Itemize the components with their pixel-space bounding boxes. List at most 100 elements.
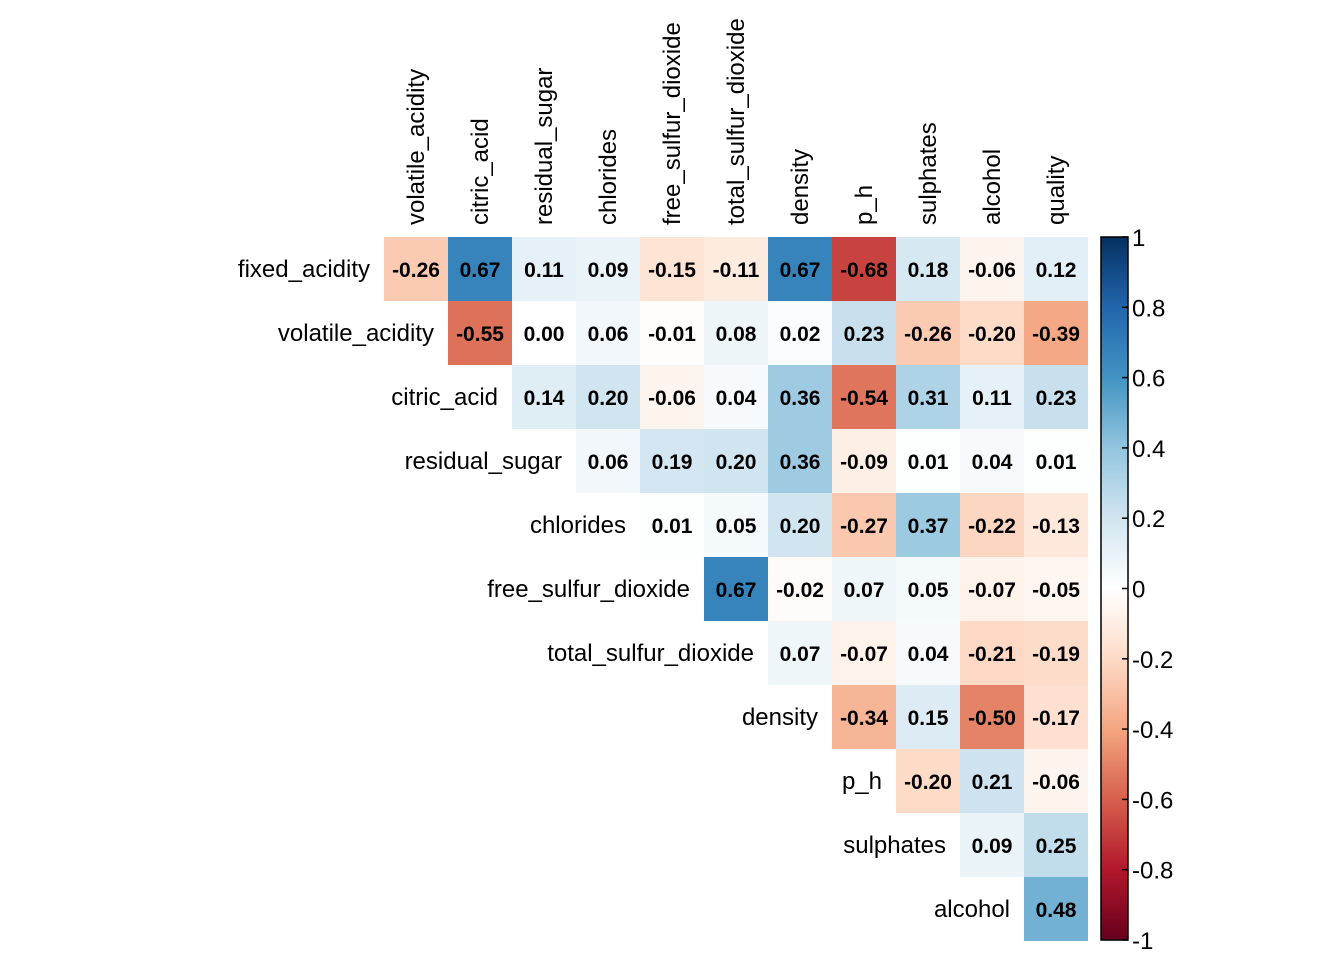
heatmap-cell [1024, 621, 1088, 685]
heatmap-cell [1024, 749, 1088, 813]
colorbar-tick-label: -0.2 [1132, 647, 1173, 674]
heatmap-cell [448, 301, 512, 365]
heatmap-cell [576, 365, 640, 429]
colorbar-tick-label: 0 [1132, 577, 1145, 604]
cell-value-label: -0.05 [1032, 579, 1080, 602]
heatmap-cell [1024, 877, 1088, 941]
cell-value-label: 0.08 [716, 323, 757, 346]
cell-value-label: -0.22 [968, 515, 1016, 538]
cell-value-label: -0.21 [968, 643, 1016, 666]
cell-value-label: -0.19 [1032, 643, 1080, 666]
heatmap-cell [832, 621, 896, 685]
heatmap-cell [768, 493, 832, 557]
heatmap-cell [832, 365, 896, 429]
heatmap-cell [832, 237, 896, 301]
cell-value-label: 0.05 [716, 515, 757, 538]
cell-value-label: 0.01 [1036, 451, 1077, 474]
cell-value-label: -0.27 [840, 515, 888, 538]
cell-value-label: 0.23 [1036, 387, 1077, 410]
column-label: alcohol [979, 149, 1006, 225]
cell-value-label: -0.06 [968, 259, 1016, 282]
colorbar-tick-label: 0.2 [1132, 506, 1165, 533]
cell-value-label: 0.48 [1036, 899, 1077, 922]
heatmap-cell [640, 493, 704, 557]
cell-value-label: 0.07 [780, 643, 821, 666]
colorbar-tick-label: -0.8 [1132, 858, 1173, 885]
row-label: chlorides [530, 512, 626, 539]
cell-value-label: 0.06 [588, 323, 629, 346]
cell-value-label: 0.01 [652, 515, 693, 538]
cell-value-label: -0.39 [1032, 323, 1080, 346]
cell-value-label: -0.02 [776, 579, 824, 602]
column-label: free_sulfur_dioxide [659, 22, 686, 225]
heatmap-cell [640, 365, 704, 429]
heatmap-cell [896, 749, 960, 813]
cell-value-label: 0.11 [524, 259, 564, 282]
heatmap-cell [704, 237, 768, 301]
column-label: chlorides [595, 129, 622, 225]
heatmap-cell [960, 493, 1024, 557]
cell-value-label: -0.06 [1032, 771, 1080, 794]
heatmap-cell [448, 237, 512, 301]
cell-value-label: 0.06 [588, 451, 629, 474]
cell-value-label: 0.31 [908, 387, 949, 410]
cell-value-label: 0.67 [460, 259, 501, 282]
cell-value-label: 0.05 [908, 579, 949, 602]
cell-value-label: 0.20 [780, 515, 821, 538]
colorbar-tick-label: 0.8 [1132, 295, 1165, 322]
cell-value-label: 0.36 [780, 387, 821, 410]
cell-value-label: 0.20 [588, 387, 629, 410]
cell-value-label: 0.00 [524, 323, 565, 346]
cell-value-label: 0.01 [908, 451, 949, 474]
heatmap-cell [576, 429, 640, 493]
cell-value-label: 0.07 [844, 579, 885, 602]
heatmap-cell [1024, 301, 1088, 365]
row-label: p_h [842, 768, 882, 795]
cell-value-label: -0.55 [456, 323, 504, 346]
cell-value-label: -0.13 [1032, 515, 1080, 538]
cell-value-label: 0.18 [908, 259, 949, 282]
cell-value-label: -0.01 [648, 323, 696, 346]
row-label: free_sulfur_dioxide [487, 576, 690, 603]
row-labels: fixed_acidity volatile_acidity citric_acid… [238, 256, 1010, 923]
row-label: fixed_acidity [238, 256, 370, 283]
colorbar-tick-label: 0.6 [1132, 366, 1165, 393]
heatmap-cell [704, 301, 768, 365]
heatmap-cell [960, 685, 1024, 749]
cell-value-label: -0.07 [968, 579, 1016, 602]
heatmap-cell [960, 813, 1024, 877]
column-label: residual_sugar [531, 68, 558, 225]
heatmap-cell [896, 621, 960, 685]
heatmap-cell [1024, 493, 1088, 557]
heatmap-cells [384, 237, 1088, 941]
cell-value-labels: -0.26 0.67 0.11 0.09 -0.15 -0.11 0.67 -0.68 0.18… [392, 259, 1080, 922]
column-labels: volatile_acidity citric_acid residual_suga… [403, 18, 1070, 225]
column-label: volatile_acidity [403, 69, 430, 225]
heatmap-cell [640, 237, 704, 301]
heatmap-cell [896, 237, 960, 301]
column-label: citric_acid [467, 118, 494, 225]
cell-value-label: 0.14 [524, 387, 565, 410]
heatmap-cell [512, 301, 576, 365]
cell-value-label: 0.04 [908, 643, 949, 666]
heatmap-cell [832, 685, 896, 749]
heatmap-cell [704, 557, 768, 621]
heatmap-cell [576, 301, 640, 365]
cell-value-label: 0.21 [972, 771, 1013, 794]
cell-value-label: 0.12 [1036, 259, 1077, 282]
heatmap-cell [704, 429, 768, 493]
cell-value-label: 0.09 [588, 259, 629, 282]
heatmap-cell [960, 301, 1024, 365]
cell-value-label: 0.15 [908, 707, 949, 730]
cell-value-label: -0.68 [840, 259, 888, 282]
heatmap-cell [384, 237, 448, 301]
cell-value-label: -0.26 [904, 323, 952, 346]
cell-value-label: 0.67 [780, 259, 821, 282]
column-label: total_sulfur_dioxide [723, 18, 750, 225]
heatmap-cell [832, 557, 896, 621]
heatmap-cell [768, 429, 832, 493]
heatmap-cell [960, 621, 1024, 685]
colorbar: 1 0.8 0.6 0.4 0.2 0 -0.2 -0.4 -0.6 -0.8 -1 [1100, 225, 1173, 955]
heatmap-cell [704, 365, 768, 429]
row-label: sulphates [843, 832, 946, 859]
